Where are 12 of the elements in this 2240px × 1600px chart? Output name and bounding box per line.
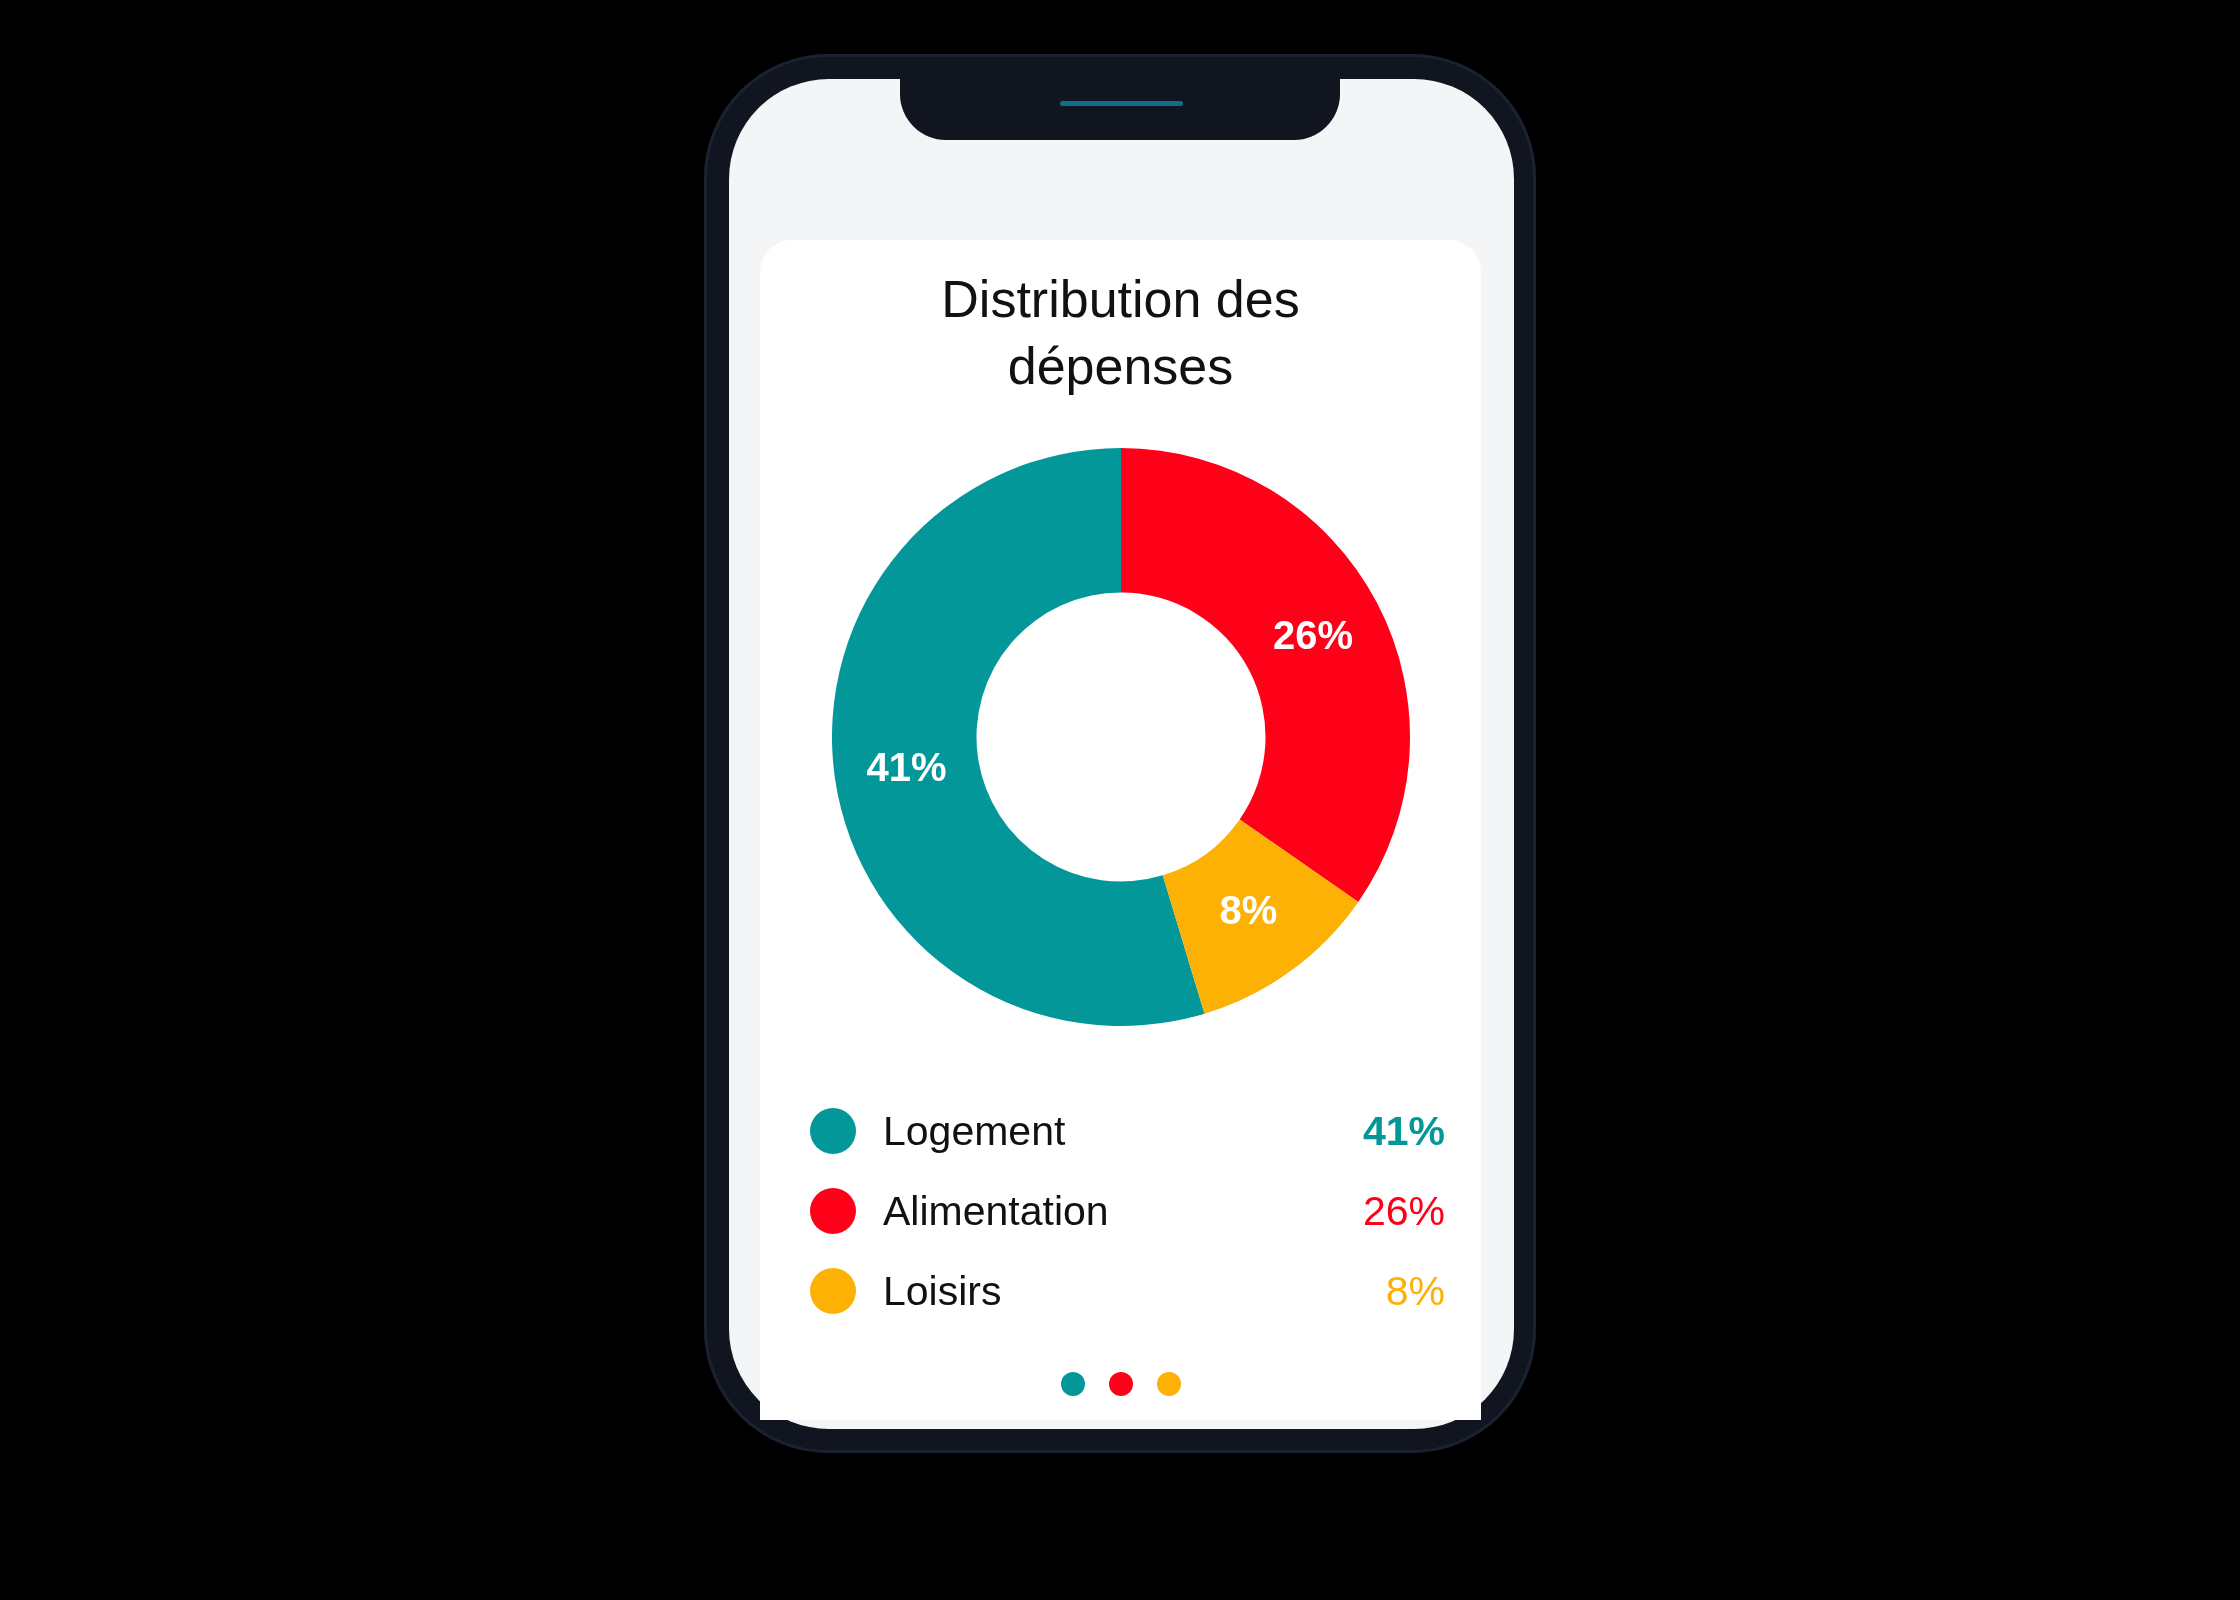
chart-title: Distribution des dépenses [940,269,1301,397]
legend-label: Loisirs [883,1267,1002,1316]
donut-slice [831,448,1205,1026]
data-label: 41% [866,744,947,789]
data-label: 26% [1272,612,1353,657]
data-label: 8% [1219,888,1277,933]
text: 8% [1385,1268,1445,1314]
text: 41% [1362,1108,1445,1154]
donut-slice [1162,819,1358,1014]
legend-label: Logement [883,1107,1066,1156]
legend-label: Alimentation [883,1187,1109,1236]
text: 26% [1362,1188,1445,1234]
